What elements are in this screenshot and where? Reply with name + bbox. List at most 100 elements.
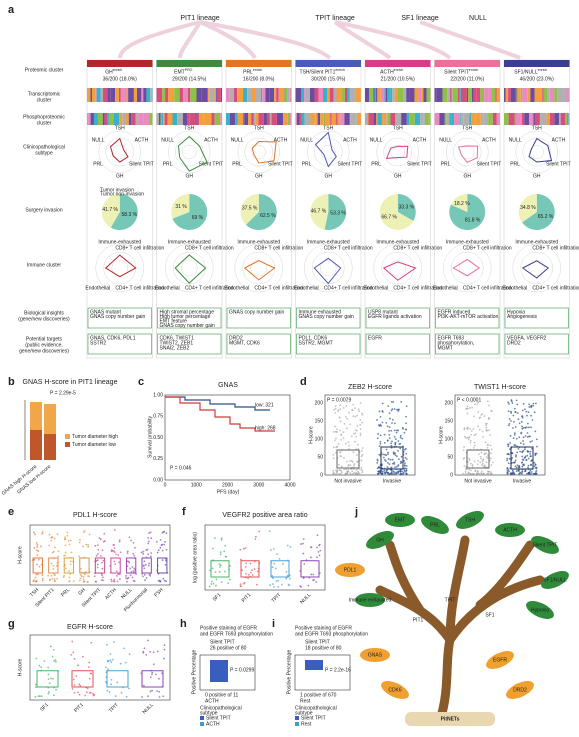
point (521, 471, 523, 474)
point (484, 441, 487, 444)
stripe (309, 88, 315, 102)
y-tick-label: 0.50 (153, 435, 163, 441)
bar (44, 404, 56, 434)
point (120, 691, 123, 694)
radar-axis-label: TSH (115, 125, 125, 131)
pie-label: 41.7 % (102, 207, 118, 213)
point (386, 461, 389, 464)
point (354, 440, 356, 443)
point (224, 570, 226, 573)
point (116, 580, 119, 583)
radar-ring (98, 130, 141, 174)
point (379, 434, 382, 437)
point (521, 416, 524, 419)
pie-label: 66.7 % (381, 214, 397, 220)
point (395, 473, 397, 475)
stripe (521, 113, 525, 125)
radar-shape (385, 145, 409, 159)
point (359, 402, 362, 404)
point (347, 468, 350, 471)
point (125, 574, 127, 577)
point (486, 400, 489, 403)
pie-slice (110, 194, 138, 230)
target: PDL1, CDK6 (299, 335, 328, 341)
immune-label: CD4+ T cell infiltration (254, 285, 303, 291)
cluster-bar (295, 60, 361, 67)
point (150, 537, 153, 540)
stripe (285, 88, 288, 102)
point (515, 437, 518, 440)
stripe (90, 113, 94, 125)
point (255, 583, 258, 586)
stripe (189, 113, 196, 125)
legend-title: Clinicopathological (295, 705, 337, 711)
stripe (336, 113, 338, 125)
insight: EMT feature (160, 318, 188, 324)
point (378, 410, 381, 413)
radar-axis-label: PRL (163, 161, 173, 167)
radar-ring (182, 144, 197, 160)
point (355, 472, 358, 475)
immune-label: Immune-exhausted (237, 239, 280, 245)
immune-label: CD4+ T cell infiltration (324, 285, 373, 291)
point (346, 417, 349, 420)
radar-axis-label: GH (533, 173, 541, 179)
stripe (566, 88, 570, 102)
point (158, 696, 161, 698)
row-label: gene/new discoveries) (19, 348, 69, 354)
point (529, 469, 532, 472)
cluster-sup: enrich (394, 68, 404, 72)
point (361, 471, 364, 474)
point (34, 695, 37, 698)
point (272, 583, 274, 585)
point (508, 470, 510, 473)
point (479, 416, 482, 419)
point (509, 441, 512, 444)
point (405, 467, 408, 470)
radar-axis-label: ACTH (413, 137, 427, 143)
pie-label: 58.3 % (122, 212, 138, 218)
point (312, 579, 314, 582)
radar-axis-label: NULL (231, 137, 244, 143)
radar-axis-label: PRL (302, 161, 312, 167)
stripe (414, 88, 419, 102)
point (48, 544, 50, 547)
point (145, 653, 148, 656)
radar-ring (515, 130, 558, 174)
point (126, 580, 128, 583)
cluster-name: EMTPRO (174, 68, 192, 75)
point (73, 657, 76, 660)
stripe (515, 88, 517, 102)
point (509, 472, 512, 475)
point (77, 664, 79, 667)
point (353, 463, 356, 465)
point (79, 567, 82, 570)
point (532, 402, 535, 405)
radar-shape (251, 140, 277, 164)
point (466, 436, 469, 439)
point (258, 530, 261, 533)
point (219, 553, 222, 556)
point (41, 579, 44, 582)
point (520, 420, 523, 423)
point (339, 420, 342, 423)
insight: GNAS copy number gain (299, 314, 355, 320)
point (34, 580, 37, 583)
point (490, 448, 493, 451)
leaf-label: DRD2 (513, 687, 527, 693)
target: phosphorylation, (438, 340, 475, 346)
stripe (340, 113, 345, 125)
point (380, 472, 382, 475)
point (70, 653, 73, 656)
point (339, 473, 342, 475)
stripe (414, 113, 421, 125)
panel-title: EGFR H-score (67, 624, 113, 631)
point (470, 430, 473, 432)
point (251, 569, 253, 572)
stripe (290, 113, 292, 125)
point (142, 684, 145, 687)
box (79, 557, 90, 574)
point (488, 429, 490, 432)
point (379, 440, 382, 443)
point (319, 549, 322, 552)
